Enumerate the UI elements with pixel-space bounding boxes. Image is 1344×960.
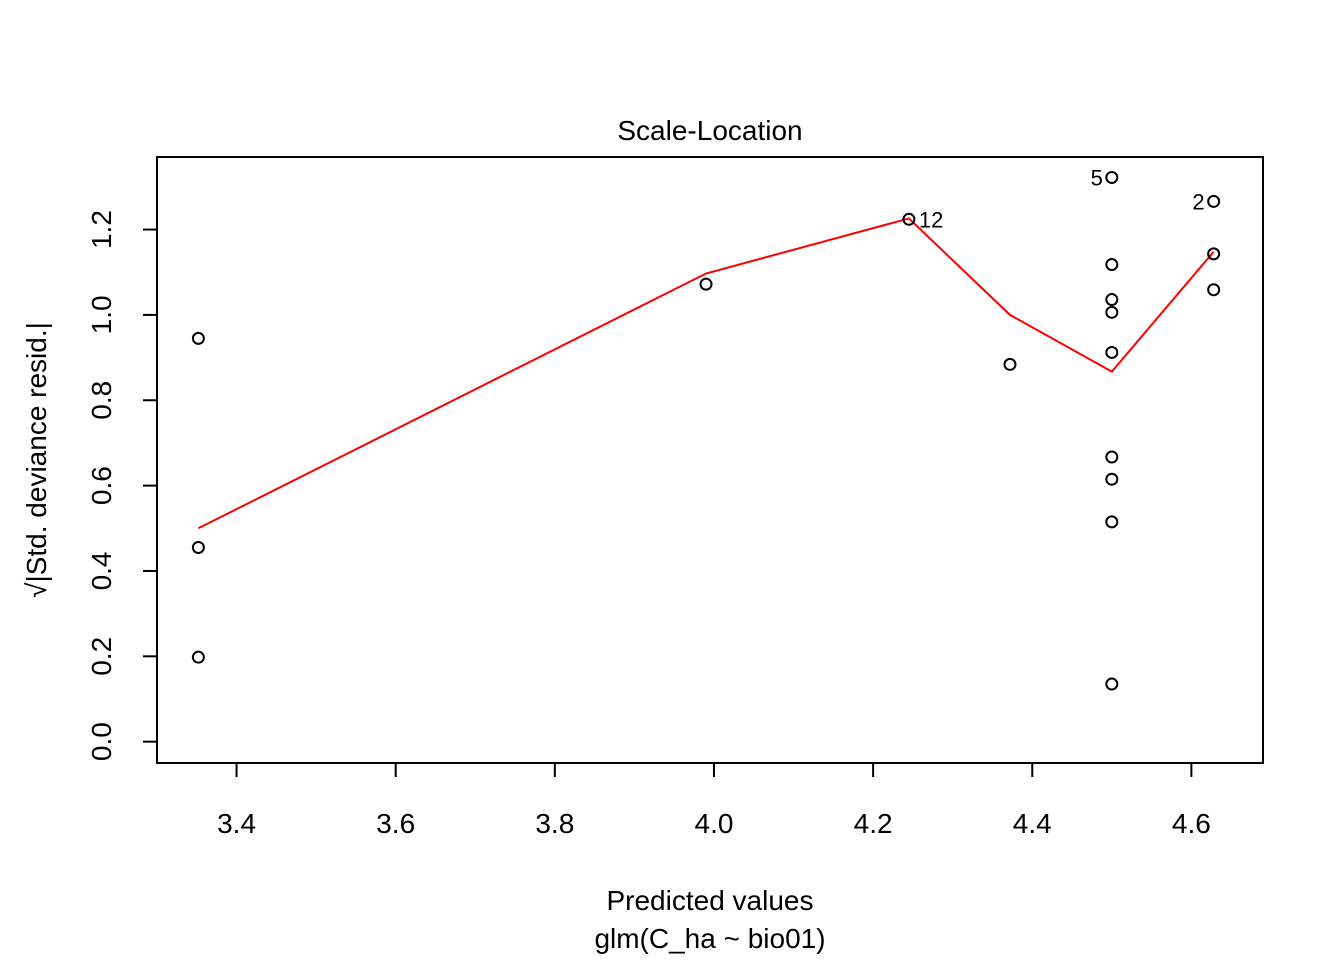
plot-frame [156,156,1264,764]
data-point [1105,450,1119,464]
data-point [191,650,205,664]
point-labels-group: 12 5 2 [919,165,1205,232]
x-tick-label: 4.2 [854,808,893,839]
y-tick-label: 1.0 [86,295,117,334]
data-point [1207,247,1221,261]
data-point [1105,293,1119,307]
data-point [699,277,713,291]
x-tick-label: 3.8 [535,808,574,839]
chart-subtitle: glm(C_ha ~ bio01) [594,923,825,954]
point-label: 12 [919,207,943,232]
y-tick-label: 0.0 [86,722,117,761]
x-axis: 3.4 3.6 3.8 4.0 4.2 4.4 4.6 [217,762,1211,839]
y-tick-label: 0.2 [86,637,117,676]
y-tick-label: 0.4 [86,551,117,590]
point-label: 5 [1091,165,1103,190]
data-point [1105,515,1119,529]
data-point [191,540,205,554]
smooth-line [197,217,1215,530]
y-axis-label: √|Std. deviance resid.| [21,322,52,598]
data-point [1105,677,1119,691]
points-group [191,170,1221,691]
data-point [1207,283,1221,297]
data-point [1105,170,1119,184]
y-tick-label: 0.8 [86,381,117,420]
chart-title: Scale-Location [617,115,802,146]
x-tick-label: 4.4 [1013,808,1052,839]
x-tick-label: 3.4 [217,808,256,839]
x-axis-label: Predicted values [606,885,813,916]
x-tick-label: 3.6 [376,808,415,839]
y-tick-label: 1.2 [86,210,117,249]
data-point [1207,194,1221,208]
data-point [1105,305,1119,319]
y-tick-label: 0.6 [86,466,117,505]
point-label: 2 [1192,189,1204,214]
data-point [191,331,205,345]
data-point [1105,472,1119,486]
x-tick-label: 4.0 [695,808,734,839]
data-point [902,212,916,226]
data-point [1105,258,1119,272]
x-tick-label: 4.6 [1172,808,1211,839]
y-axis: 0.0 0.2 0.4 0.6 0.8 1.0 1.2 [86,210,158,761]
data-point [1003,357,1017,371]
data-point [1105,345,1119,359]
smooth-line-group [197,217,1215,530]
